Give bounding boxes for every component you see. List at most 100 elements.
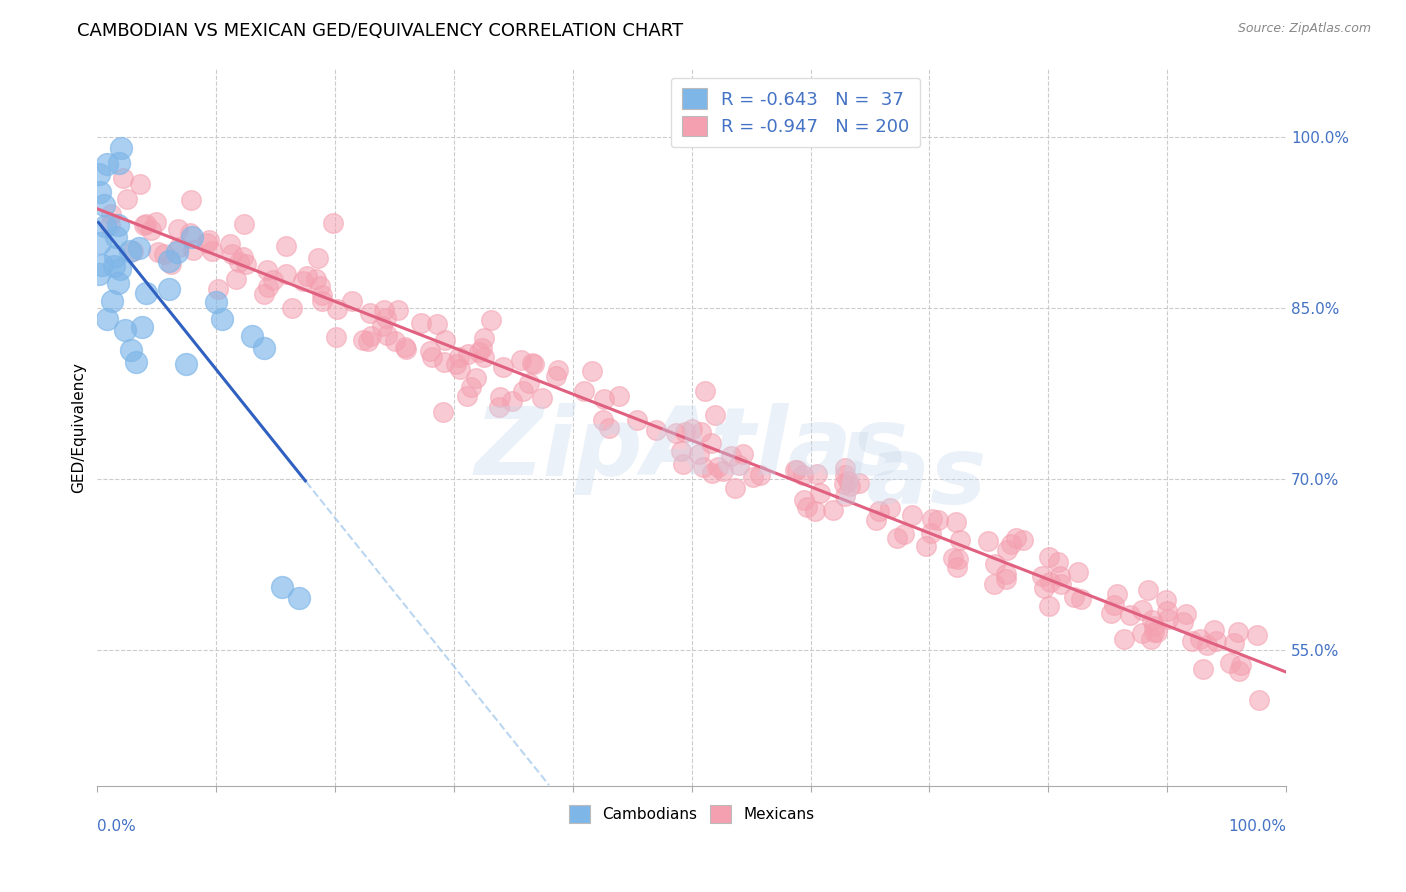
Point	[93, 197, 115, 211]
Point	[460, 380, 482, 394]
Point	[384, 334, 406, 348]
Point	[235, 257, 257, 271]
Point	[124, 355, 146, 369]
Point	[218, 236, 240, 251]
Point	[89, 167, 111, 181]
Point	[468, 345, 491, 359]
Point	[1011, 533, 1033, 548]
Point	[89, 235, 111, 250]
Point	[96, 312, 118, 326]
Point	[1050, 576, 1073, 591]
Point	[1070, 592, 1092, 607]
Point	[530, 391, 553, 405]
Point	[205, 295, 228, 310]
Point	[311, 288, 333, 302]
Point	[581, 363, 603, 377]
Point	[522, 356, 544, 370]
Point	[1247, 693, 1270, 707]
Point	[742, 470, 765, 484]
Point	[832, 477, 855, 491]
Point	[626, 413, 648, 427]
Point	[1230, 658, 1253, 673]
Point	[128, 241, 150, 255]
Point	[1219, 656, 1241, 670]
Point	[1140, 632, 1163, 647]
Point	[681, 422, 703, 436]
Point	[1038, 549, 1060, 564]
Point	[1174, 607, 1197, 621]
Point	[546, 369, 568, 384]
Point	[1033, 581, 1056, 595]
Point	[886, 531, 908, 545]
Point	[713, 464, 735, 478]
Point	[1063, 590, 1085, 604]
Point	[418, 344, 440, 359]
Point	[1171, 615, 1194, 629]
Point	[117, 192, 139, 206]
Point	[195, 235, 218, 250]
Point	[87, 268, 110, 282]
Point	[357, 334, 380, 348]
Point	[821, 503, 844, 517]
Point	[434, 334, 457, 348]
Point	[375, 311, 398, 326]
Point	[512, 384, 534, 399]
Point	[1112, 632, 1135, 646]
Point	[1154, 593, 1177, 607]
Point	[1099, 606, 1122, 620]
Point	[160, 257, 183, 271]
Point	[211, 312, 233, 326]
Point	[359, 306, 381, 320]
Point	[433, 355, 456, 369]
Point	[915, 539, 938, 553]
Point	[671, 444, 693, 458]
Point	[984, 557, 1007, 571]
Point	[107, 277, 129, 291]
Point	[720, 450, 742, 464]
Point	[120, 244, 142, 258]
Point	[114, 323, 136, 337]
Point	[724, 481, 747, 495]
Point	[432, 404, 454, 418]
Point	[274, 239, 297, 253]
Point	[1031, 569, 1053, 583]
Point	[305, 272, 328, 286]
Point	[672, 457, 695, 471]
Point	[945, 515, 967, 529]
Point	[1181, 634, 1204, 648]
Point	[1142, 614, 1164, 628]
Point	[838, 478, 860, 492]
Point	[253, 287, 276, 301]
Point	[464, 371, 486, 385]
Point	[1102, 598, 1125, 612]
Point	[865, 513, 887, 527]
Point	[1227, 624, 1250, 639]
Point	[103, 259, 125, 273]
Point	[893, 526, 915, 541]
Point	[308, 278, 330, 293]
Point	[157, 282, 180, 296]
Point	[1038, 599, 1060, 614]
Point	[240, 329, 263, 343]
Point	[785, 463, 807, 477]
Point	[1005, 531, 1028, 545]
Point	[920, 526, 942, 541]
Point	[489, 390, 512, 404]
Point	[253, 341, 276, 355]
Point	[360, 329, 382, 343]
Point	[198, 233, 221, 247]
Point	[1223, 635, 1246, 649]
Point	[1107, 586, 1129, 600]
Text: CAMBODIAN VS MEXICAN GED/EQUIVALENCY CORRELATION CHART: CAMBODIAN VS MEXICAN GED/EQUIVALENCY COR…	[77, 22, 683, 40]
Point	[1047, 555, 1070, 569]
Point	[291, 274, 314, 288]
Text: Source: ZipAtlas.com: Source: ZipAtlas.com	[1237, 22, 1371, 36]
Point	[457, 347, 479, 361]
Point	[901, 508, 924, 522]
Point	[472, 351, 495, 365]
Point	[796, 500, 818, 514]
Point	[472, 331, 495, 345]
Text: ZipAtlas: ZipAtlas	[475, 403, 908, 495]
Text: 100.0%: 100.0%	[1227, 819, 1286, 834]
Point	[135, 217, 157, 231]
